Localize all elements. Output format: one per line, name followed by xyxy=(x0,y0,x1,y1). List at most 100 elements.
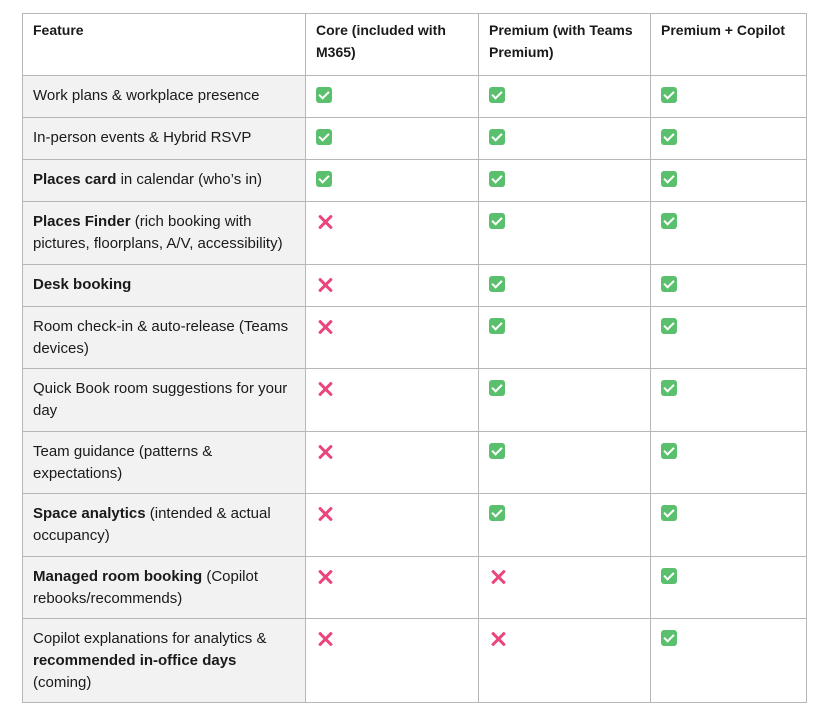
header-feature: Feature xyxy=(22,13,306,76)
cross-mark-icon xyxy=(316,380,334,398)
check-mark-icon xyxy=(661,276,677,292)
feature-name-text: Work plans & workplace presence xyxy=(33,87,260,104)
check-mark-icon xyxy=(489,443,505,459)
table-row: Quick Book room suggestions for your day xyxy=(22,368,807,432)
cross-mark-icon xyxy=(316,276,334,294)
check-mark-icon xyxy=(661,568,677,584)
availability-cell xyxy=(305,117,479,160)
header-row: Feature Core (included with M365) Premiu… xyxy=(22,13,807,76)
availability-cell xyxy=(478,306,651,369)
table-row: Team guidance (patterns & expectations) xyxy=(22,431,807,494)
check-mark-icon xyxy=(661,87,677,103)
check-mark-icon xyxy=(661,318,677,334)
table-row: Room check-in & auto-release (Teams devi… xyxy=(22,306,807,369)
check-mark-icon xyxy=(661,505,677,521)
availability-cell xyxy=(478,159,651,202)
feature-name-bold: Places Finder xyxy=(33,213,131,230)
availability-cell xyxy=(478,117,651,160)
check-mark-icon xyxy=(661,213,677,229)
availability-cell xyxy=(305,556,479,619)
feature-name-text: (coming) xyxy=(33,674,92,691)
cross-mark-icon xyxy=(316,443,334,461)
cross-mark-icon xyxy=(316,630,334,648)
header-core: Core (included with M365) xyxy=(305,13,479,76)
feature-name-cell: Room check-in & auto-release (Teams devi… xyxy=(22,306,306,369)
feature-name-text: Room check-in & auto-release (Teams devi… xyxy=(33,318,289,357)
table-row: Space analytics (intended & actual occup… xyxy=(22,493,807,557)
feature-name-cell: Quick Book room suggestions for your day xyxy=(22,368,306,432)
feature-name-cell: Places card in calendar (who’s in) xyxy=(22,159,306,202)
availability-cell xyxy=(650,556,807,619)
cross-mark-icon xyxy=(316,568,334,586)
feature-name-text: Team guidance (patterns & expectations) xyxy=(33,443,213,482)
check-mark-icon xyxy=(489,213,505,229)
availability-cell xyxy=(305,75,479,118)
table-row: Work plans & workplace presence xyxy=(22,75,807,118)
feature-name-bold: Desk booking xyxy=(33,276,132,293)
feature-name-text: (Copilot rebooks/recommends) xyxy=(33,568,259,607)
availability-cell xyxy=(650,264,807,307)
feature-name-cell: In-person events & Hybrid RSVP xyxy=(22,117,306,160)
cross-mark-icon xyxy=(489,630,507,648)
cross-mark-icon xyxy=(316,213,334,231)
feature-name-cell: Places Finder (rich booking with picture… xyxy=(22,201,306,265)
check-mark-icon xyxy=(489,87,505,103)
feature-name-text: Copilot explanations for analytics & xyxy=(33,630,267,647)
check-mark-icon xyxy=(316,171,332,187)
availability-cell xyxy=(478,618,651,703)
feature-name-cell: Desk booking xyxy=(22,264,306,307)
check-mark-icon xyxy=(489,318,505,334)
availability-cell xyxy=(305,306,479,369)
check-mark-icon xyxy=(661,630,677,646)
feature-name-bold: Places card xyxy=(33,171,117,188)
table-row: Desk booking xyxy=(22,264,807,307)
feature-name-cell: Managed room booking (Copilot rebooks/re… xyxy=(22,556,306,619)
feature-name-cell: Work plans & workplace presence xyxy=(22,75,306,118)
check-mark-icon xyxy=(316,129,332,145)
table-row: Places card in calendar (who’s in) xyxy=(22,159,807,202)
feature-name-cell: Copilot explanations for analytics & rec… xyxy=(22,618,306,703)
availability-cell xyxy=(478,368,651,432)
availability-cell xyxy=(650,431,807,494)
availability-cell xyxy=(478,201,651,265)
availability-cell xyxy=(305,201,479,265)
cross-mark-icon xyxy=(316,318,334,336)
availability-cell xyxy=(305,493,479,557)
feature-name-text: in calendar (who’s in) xyxy=(116,171,263,188)
table-row: In-person events & Hybrid RSVP xyxy=(22,117,807,160)
availability-cell xyxy=(650,75,807,118)
feature-name-text: (intended & actual occupancy) xyxy=(33,505,271,544)
table-row: Copilot explanations for analytics & rec… xyxy=(22,618,807,703)
availability-cell xyxy=(650,117,807,160)
availability-cell xyxy=(650,306,807,369)
check-mark-icon xyxy=(489,171,505,187)
check-mark-icon xyxy=(489,505,505,521)
check-mark-icon xyxy=(489,129,505,145)
check-mark-icon xyxy=(661,443,677,459)
availability-cell xyxy=(650,201,807,265)
availability-cell xyxy=(305,264,479,307)
check-mark-icon xyxy=(316,87,332,103)
cross-mark-icon xyxy=(489,568,507,586)
feature-name-text: In-person events & Hybrid RSVP xyxy=(33,129,252,146)
availability-cell xyxy=(305,159,479,202)
feature-comparison-table: Feature Core (included with M365) Premiu… xyxy=(22,13,807,703)
availability-cell xyxy=(650,493,807,557)
feature-name-bold: Managed room booking xyxy=(33,568,203,585)
check-mark-icon xyxy=(661,171,677,187)
header-premium: Premium (with Teams Premium) xyxy=(478,13,651,76)
availability-cell xyxy=(305,618,479,703)
table-row: Places Finder (rich booking with picture… xyxy=(22,201,807,265)
availability-cell xyxy=(650,368,807,432)
availability-cell xyxy=(650,159,807,202)
availability-cell xyxy=(478,264,651,307)
availability-cell xyxy=(478,431,651,494)
check-mark-icon xyxy=(661,129,677,145)
feature-name-text: (rich booking with pictures, floorplans,… xyxy=(33,213,283,252)
availability-cell xyxy=(478,75,651,118)
availability-cell xyxy=(305,368,479,432)
cross-mark-icon xyxy=(316,505,334,523)
availability-cell xyxy=(478,493,651,557)
feature-name-cell: Space analytics (intended & actual occup… xyxy=(22,493,306,557)
feature-name-bold: Space analytics xyxy=(33,505,146,522)
